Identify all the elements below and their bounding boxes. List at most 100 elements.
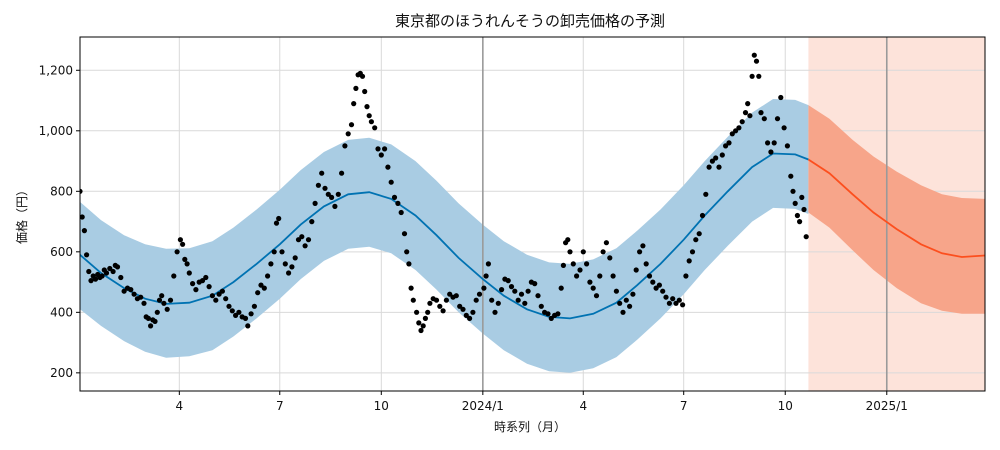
data-point (747, 113, 753, 119)
data-point (302, 243, 308, 249)
data-point (167, 297, 174, 303)
data-point (332, 203, 338, 209)
data-point (761, 116, 767, 122)
data-point (508, 284, 515, 290)
data-point (756, 73, 762, 79)
data-point (414, 309, 420, 315)
y-tick-label: 600 (50, 245, 73, 259)
data-point (505, 278, 511, 284)
data-point (315, 182, 321, 188)
data-point (577, 267, 583, 273)
data-point (803, 234, 809, 240)
x-tick-label: 10 (374, 399, 389, 413)
x-tick-label: 7 (276, 399, 284, 413)
data-point (186, 270, 192, 276)
data-point (801, 206, 807, 213)
data-point (233, 312, 239, 318)
data-point (696, 231, 702, 237)
data-point (683, 273, 689, 279)
data-point (580, 249, 586, 255)
data-point (548, 315, 554, 321)
data-point (723, 143, 729, 149)
data-point (372, 125, 378, 131)
data-point (86, 268, 92, 275)
data-point (729, 131, 735, 137)
data-point (156, 297, 163, 303)
data-point (248, 311, 254, 317)
data-point (742, 110, 749, 116)
data-point (171, 273, 177, 279)
data-point (765, 140, 771, 146)
data-point (425, 309, 431, 315)
data-point (574, 273, 580, 279)
data-point (164, 306, 170, 312)
data-point (522, 300, 528, 306)
data-point (258, 282, 264, 288)
data-point (610, 273, 616, 279)
y-axis-label: 価格（円） (14, 184, 29, 244)
data-point (637, 249, 643, 255)
data-point (447, 291, 453, 297)
data-point (538, 303, 544, 309)
data-point (276, 215, 282, 222)
data-point (545, 311, 551, 317)
data-point (322, 185, 328, 191)
data-point (271, 249, 277, 255)
data-point (131, 291, 137, 297)
data-point (206, 284, 212, 290)
data-point (693, 237, 699, 243)
data-point (515, 297, 521, 303)
data-point (518, 291, 525, 297)
data-point (663, 294, 669, 300)
data-point (226, 303, 232, 309)
data-point (797, 219, 803, 225)
data-point (378, 152, 384, 158)
data-point (174, 249, 180, 255)
chart-title: 東京都のほうれんそうの卸売価格の予測 (395, 12, 665, 30)
data-point (660, 288, 666, 294)
data-point (597, 273, 603, 279)
data-point (584, 261, 590, 267)
data-point (404, 249, 410, 255)
data-point (368, 119, 374, 125)
x-tick-label: 2024/1 (462, 399, 504, 413)
data-point (161, 300, 167, 306)
plot-frame (79, 36, 986, 392)
data-point (362, 88, 368, 95)
data-point (325, 191, 331, 197)
data-point (489, 297, 495, 303)
data-point (422, 315, 428, 321)
data-point (159, 293, 165, 299)
data-point (92, 276, 99, 282)
data-point (532, 281, 538, 287)
data-point (716, 164, 722, 170)
data-point (495, 300, 501, 306)
data-point (107, 265, 113, 272)
data-point (689, 249, 696, 255)
data-point (199, 278, 206, 284)
y-tick-label: 1,200 (39, 63, 73, 77)
data-point (613, 288, 620, 294)
data-point (265, 273, 271, 279)
data-point (751, 52, 757, 58)
data-point (295, 237, 302, 243)
data-point (470, 309, 476, 315)
data-point (656, 282, 663, 288)
data-point (339, 170, 345, 176)
x-tick-label: 10 (778, 399, 793, 413)
data-point (292, 255, 298, 261)
data-point (81, 228, 87, 234)
data-point (437, 303, 443, 309)
data-point (680, 302, 686, 308)
x-tick-label: 4 (176, 399, 184, 413)
data-point (593, 293, 600, 299)
data-point (706, 164, 712, 170)
data-point (366, 113, 372, 119)
data-point (640, 243, 646, 249)
data-point (463, 312, 469, 318)
data-point (342, 143, 348, 149)
data-point (388, 179, 394, 185)
data-point (88, 278, 94, 284)
data-point (353, 85, 359, 91)
